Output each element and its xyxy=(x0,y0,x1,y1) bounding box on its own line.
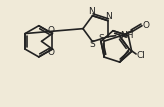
Text: S: S xyxy=(90,40,95,49)
Text: O: O xyxy=(48,48,55,57)
Text: S: S xyxy=(98,34,104,43)
Text: Cl: Cl xyxy=(137,51,145,60)
Text: O: O xyxy=(142,21,149,30)
Text: N: N xyxy=(105,12,112,21)
Text: NH: NH xyxy=(120,31,133,40)
Text: O: O xyxy=(48,26,55,35)
Text: N: N xyxy=(88,7,95,16)
